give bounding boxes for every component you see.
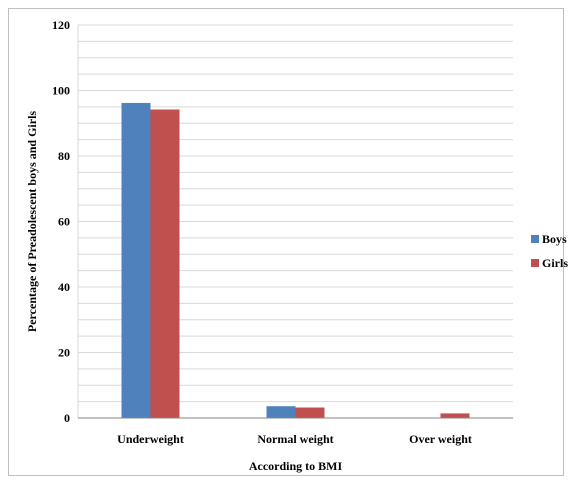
y-axis-title: Percentage of Preadolescent boys and Gir…	[25, 111, 39, 333]
x-category-label: Normal weight	[257, 432, 333, 446]
legend: Boys Girls	[531, 232, 568, 270]
bar-boys-underweight	[121, 102, 151, 418]
y-tick-labels: 0 20 40 60 80 100 120	[52, 18, 70, 425]
bar-girls-underweight	[150, 109, 180, 419]
y-tick-label: 80	[58, 149, 70, 163]
chart-frame	[8, 8, 564, 476]
bars	[121, 102, 470, 419]
legend-swatch-girls	[531, 259, 539, 267]
x-category-label: Underweight	[117, 432, 184, 446]
y-tick-label: 60	[58, 215, 70, 229]
bar-boys-normal-weight	[266, 406, 296, 418]
x-axis-title: According to BMI	[249, 459, 343, 473]
y-tick-label: 40	[58, 280, 70, 294]
y-tick-label: 120	[52, 18, 70, 32]
legend-label-girls: Girls	[542, 256, 568, 270]
legend-swatch-boys	[531, 235, 539, 243]
bar-girls-normal-weight	[295, 407, 325, 418]
x-category-labels: Underweight Normal weight Over weight	[117, 432, 472, 446]
y-tick-label: 20	[58, 346, 70, 360]
y-tick-label: 0	[64, 411, 70, 425]
x-category-label: Over weight	[409, 432, 472, 446]
bar-girls-over-weight	[440, 413, 470, 418]
y-tick-label: 100	[52, 84, 70, 98]
legend-label-boys: Boys	[542, 232, 567, 246]
